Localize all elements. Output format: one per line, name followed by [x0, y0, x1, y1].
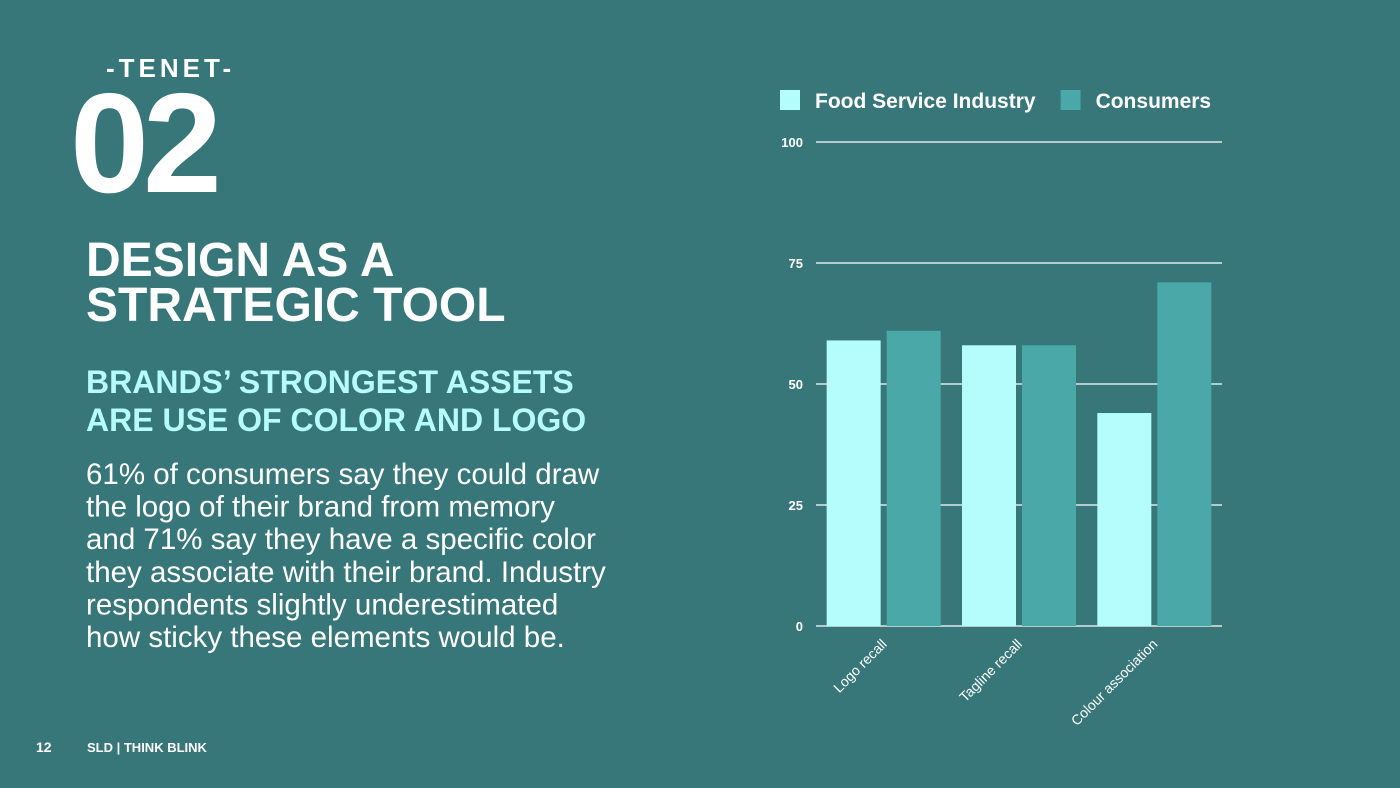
bar — [886, 330, 941, 626]
bar — [826, 340, 881, 626]
legend-label: Consumers — [1096, 90, 1212, 113]
page-number: 12 — [36, 739, 52, 755]
bar — [1022, 345, 1076, 626]
body-line: they associate with their brand. Industr… — [86, 556, 606, 589]
title-line: DESIGN AS A — [86, 234, 394, 287]
tenet-number: 02 — [70, 64, 217, 223]
y-tick-label: 25 — [789, 498, 803, 513]
legend-swatch — [1060, 90, 1081, 110]
subtitle-line: ARE USE OF COLOR AND LOGO — [86, 402, 586, 438]
body-line: and 71% say they have a specific color — [86, 523, 596, 556]
y-tick-label: 0 — [796, 619, 803, 634]
body-line: 61% of consumers say they could draw — [86, 458, 600, 491]
y-tick-label: 50 — [789, 377, 803, 392]
subtitle-line: BRANDS’ STRONGEST ASSETS — [86, 364, 574, 400]
body-line: the logo of their brand from memory — [86, 491, 555, 524]
bar — [1097, 413, 1152, 626]
footer: SLD | THINK BLINK — [87, 740, 208, 755]
y-tick-label: 100 — [781, 135, 803, 150]
body-line: respondents slightly underestimated — [86, 588, 558, 621]
bar — [1157, 282, 1212, 626]
legend-swatch — [780, 90, 800, 110]
title-line: STRATEGIC TOOL — [86, 279, 506, 332]
legend-label: Food Service Industry — [815, 90, 1036, 113]
kicker: -TENET- — [106, 53, 235, 83]
body-line: how sticky these elements would be. — [86, 621, 565, 654]
bar — [962, 345, 1016, 626]
y-tick-label: 75 — [789, 256, 803, 271]
